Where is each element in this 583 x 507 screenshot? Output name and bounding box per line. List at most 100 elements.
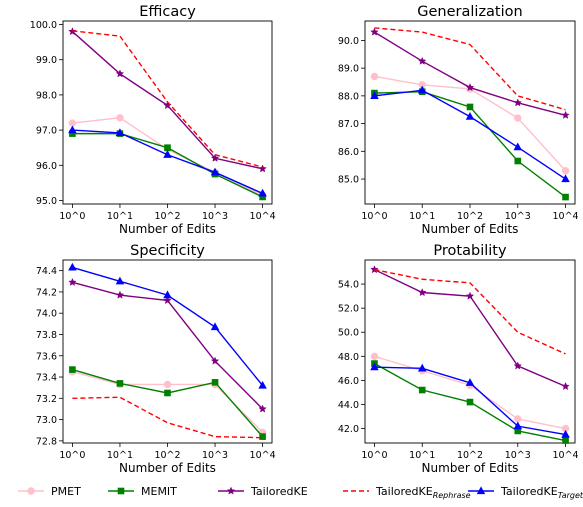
legend-marker [117, 487, 125, 495]
x-axis-label: Number of Edits [422, 222, 519, 236]
data-point-targeted [210, 322, 220, 331]
data-point-tailored [258, 404, 267, 413]
data-point-targeted [370, 362, 379, 371]
data-point-targeted [370, 91, 379, 99]
data-point-targeted [163, 290, 172, 299]
x-axis-label: Number of Edits [422, 461, 519, 475]
series-line-tailored [374, 268, 566, 388]
data-point-targeted [561, 174, 570, 183]
x-axis-label: Number of Edits [119, 461, 216, 475]
series-line-rephrase [374, 27, 566, 111]
x-tick-label: 10^4 [553, 211, 579, 222]
legend-item-pmet: PMET [18, 485, 81, 498]
series-memit [371, 360, 569, 444]
data-point-pmet [514, 114, 522, 122]
y-tick-label: 50.0 [338, 328, 359, 339]
x-tick-label: 10^3 [505, 450, 531, 461]
data-point-targeted [115, 276, 125, 285]
data-point-memit [164, 144, 171, 151]
data-point-tailored [513, 361, 523, 370]
y-tick-label: 97.0 [36, 126, 57, 137]
data-point-tailored [561, 381, 570, 391]
series-line-targeted [72, 266, 264, 386]
chart-title: Specificity [130, 243, 205, 259]
chart-panel-2: Specificity 72.8 73.0 73.2 73.4 73.6 73.8 74.0 7… [36, 243, 276, 475]
data-point-tailored [115, 290, 125, 299]
y-tick-label: 52.0 [338, 304, 359, 315]
legend-item-memit: MEMIT [108, 485, 177, 498]
y-tick-label: 95.0 [36, 196, 57, 207]
y-tick-label: 74.2 [36, 287, 57, 298]
axis-frame [62, 259, 273, 444]
data-point-targeted [561, 429, 570, 438]
data-point-tailored [417, 288, 427, 297]
data-point-memit [466, 398, 474, 406]
legend-label: TailoredKERephrase [375, 485, 471, 500]
y-tick-label: 44.0 [338, 400, 359, 411]
data-point-tailored [68, 277, 77, 286]
legend-marker [226, 486, 236, 495]
y-tick-label: 99.0 [36, 55, 57, 66]
data-point-tailored [163, 295, 172, 305]
data-point-targeted [258, 188, 267, 197]
data-point-targeted [513, 421, 523, 430]
data-point-memit [562, 193, 569, 201]
data-point-tailored [370, 265, 379, 274]
legend-item-targeted: TailoredKETargeted [468, 485, 583, 500]
data-point-targeted [258, 380, 267, 389]
y-tick-label: 87.0 [338, 119, 359, 130]
series-targeted [68, 262, 267, 389]
chart-title: Generalization [417, 4, 522, 20]
data-point-pmet [116, 114, 124, 122]
data-point-tailored [513, 98, 523, 107]
data-point-tailored [417, 56, 427, 65]
x-tick-label: 10^4 [553, 450, 579, 461]
x-tick-label: 10^0 [59, 450, 85, 461]
data-point-tailored [210, 153, 220, 162]
x-tick-label: 10^2 [154, 211, 180, 222]
x-tick-label: 10^4 [250, 450, 276, 461]
y-tick-label: 74.0 [36, 309, 57, 320]
series-tailored [68, 277, 267, 413]
data-point-tailored [115, 69, 125, 78]
data-point-targeted [68, 125, 77, 134]
y-tick-label: 96.0 [36, 161, 57, 172]
y-tick-label: 90.0 [338, 36, 359, 47]
data-point-targeted [465, 378, 475, 386]
legend: PMET MEMIT TailoredKE TailoredKERephrase Tai… [18, 485, 583, 500]
data-point-tailored [465, 83, 475, 92]
axis-frame [62, 20, 273, 205]
x-tick-label: 10^2 [154, 450, 180, 461]
x-tick-label: 10^1 [107, 450, 133, 461]
legend-label: MEMIT [141, 485, 177, 498]
x-tick-label: 10^4 [250, 211, 276, 222]
x-tick-label: 10^2 [457, 450, 483, 461]
x-tick-label: 10^0 [59, 211, 85, 222]
legend-label: TailoredKE [250, 485, 308, 498]
x-tick-label: 10^3 [202, 211, 228, 222]
data-point-targeted [465, 112, 475, 120]
series-targeted [370, 362, 570, 438]
data-point-tailored [258, 164, 267, 173]
data-point-tailored [465, 291, 475, 300]
data-point-memit [211, 379, 219, 386]
y-tick-label: 74.4 [36, 266, 57, 277]
chart-panel-0: Efficacy 95.0 96.0 97.0 98.0 99.0 100.0 10^0 10^… [30, 4, 276, 236]
legend-label: PMET [51, 485, 81, 498]
data-point-memit [514, 157, 522, 165]
y-tick-label: 54.0 [338, 280, 359, 291]
data-point-targeted [68, 262, 77, 271]
data-point-targeted [417, 363, 427, 372]
y-tick-label: 100.0 [30, 20, 57, 31]
chart-panel-3: Protability 42.0 44.0 46.0 48.0 50.0 52.0 54.0 1… [338, 243, 579, 475]
y-tick-label: 46.0 [338, 376, 359, 387]
x-tick-label: 10^1 [409, 211, 435, 222]
y-tick-label: 86.0 [338, 147, 359, 158]
y-tick-label: 98.0 [36, 90, 57, 101]
series-memit [371, 88, 569, 201]
y-tick-label: 73.6 [36, 351, 57, 362]
series-targeted [68, 125, 267, 197]
series-tailored [370, 27, 570, 119]
series-line-memit [72, 132, 263, 198]
